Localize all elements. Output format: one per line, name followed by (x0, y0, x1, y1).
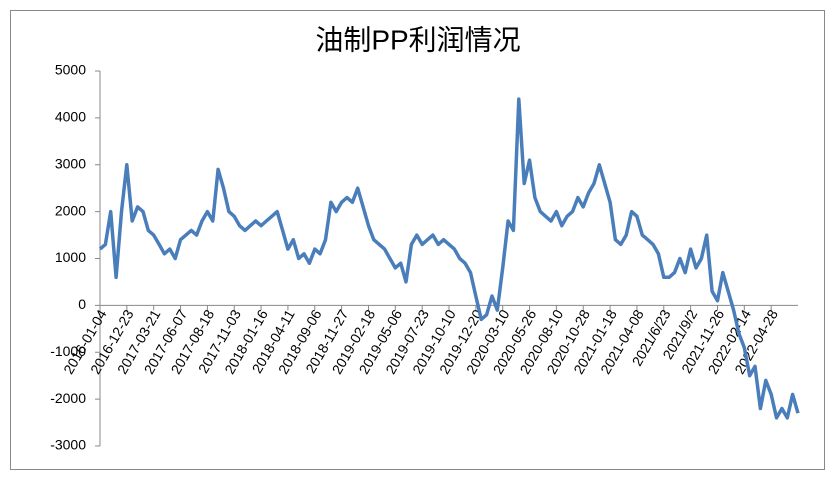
chart-frame (10, 10, 825, 470)
y-tick-label: -3000 (50, 437, 86, 453)
y-tick-label: 1000 (55, 249, 86, 265)
y-tick-label: -2000 (50, 390, 86, 406)
y-tick-label: 0 (78, 296, 86, 312)
chart-title: 油制PP利润情况 (315, 24, 520, 55)
y-tick-label: 2000 (55, 202, 86, 218)
y-tick-label: 4000 (55, 109, 86, 125)
y-tick-label: 3000 (55, 155, 86, 171)
y-tick-label: -1000 (50, 343, 86, 359)
y-tick-label: 5000 (55, 62, 86, 78)
line-series (98, 97, 800, 420)
